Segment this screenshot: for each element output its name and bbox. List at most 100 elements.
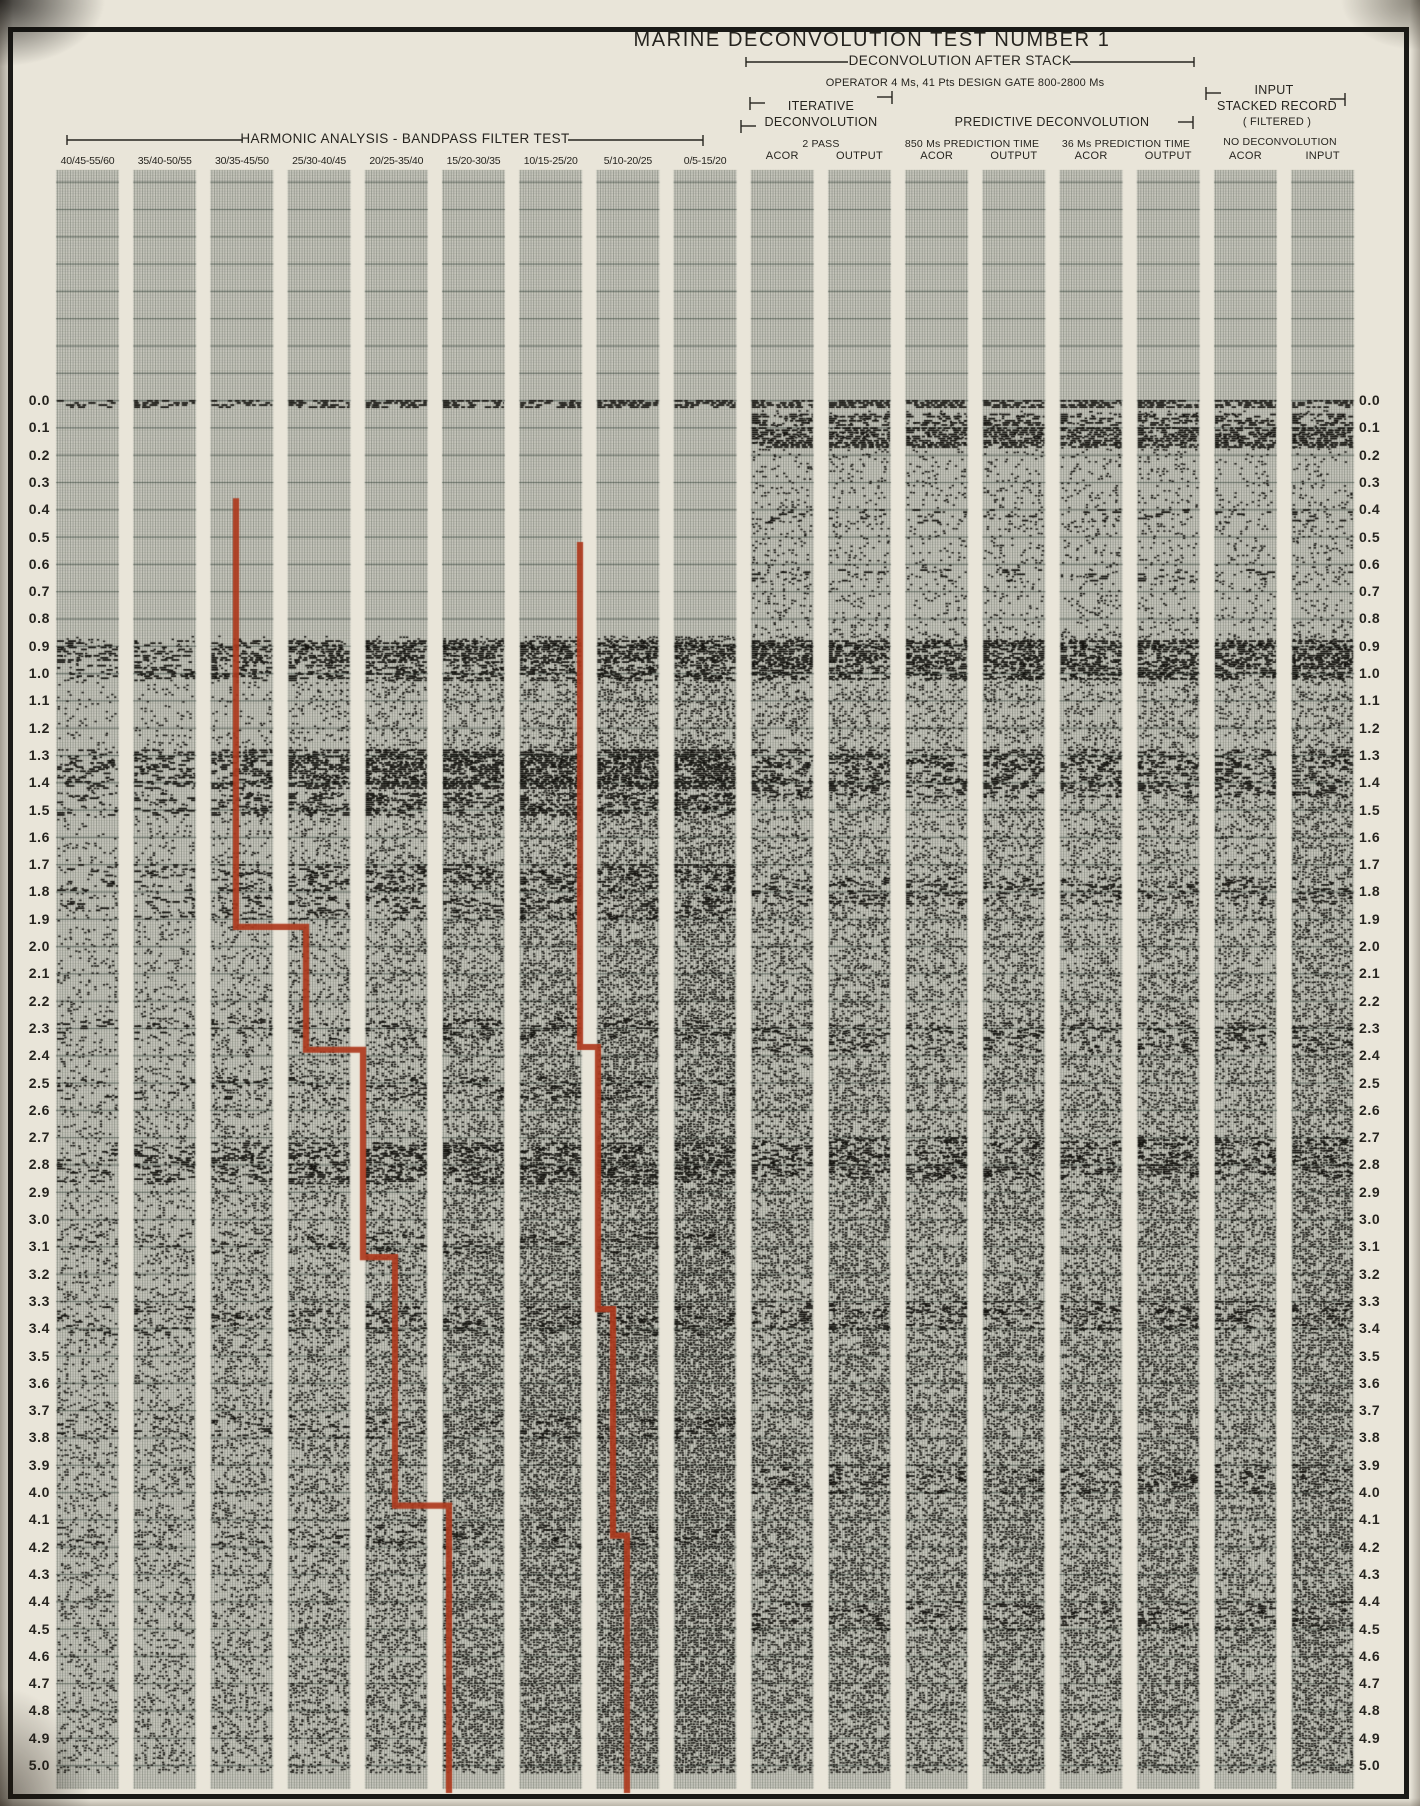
panel-column-label-14-acor: ACOR [1074,150,1108,162]
time-label-right-2.1: 2.1 [1359,965,1381,982]
time-label-left-2.5: 2.5 [28,1074,50,1091]
filter-band-label-0: 40/45-55/60 [60,155,115,167]
time-label-right-4.5: 4.5 [1359,1620,1381,1637]
time-label-left-1.6: 1.6 [28,828,50,845]
panel-column-label-11-output: OUTPUT [835,150,884,162]
filter-band-label-4: 20/25-35/40 [369,155,424,167]
filter-band-label-8: 0/5-15/20 [683,155,727,167]
time-label-left-3.4: 3.4 [28,1320,50,1337]
panel-column-label-15-output: OUTPUT [1144,150,1192,162]
time-label-right-1.2: 1.2 [1359,719,1381,736]
time-label-left-2.2: 2.2 [28,992,50,1009]
time-label-left-3.6: 3.6 [28,1374,50,1391]
time-label-left-3.7: 3.7 [28,1402,50,1419]
time-label-left-4.9: 4.9 [28,1729,50,1746]
time-label-left-2.0: 2.0 [28,938,50,954]
time-label-left-1.7: 1.7 [28,856,50,873]
section-header-deconvolution-after-stack: DECONVOLUTION AFTER STACK [848,53,1072,68]
time-label-left-0.5: 0.5 [28,528,50,545]
time-label-right-1.3: 1.3 [1359,746,1381,763]
section-header-input-line3: ( FILTERED ) [1242,116,1312,128]
section-header-iterative-line1: ITERATIVE [787,99,855,113]
time-label-left-3.1: 3.1 [28,1238,50,1255]
time-label-right-1.9: 1.9 [1359,910,1381,927]
time-label-left-3.2: 3.2 [28,1265,50,1282]
time-label-left-4.8: 4.8 [28,1702,50,1719]
time-label-left-4.6: 4.6 [28,1647,50,1664]
time-label-left-2.3: 2.3 [28,1019,50,1036]
time-label-right-0.9: 0.9 [1359,637,1381,654]
time-label-right-0.6: 0.6 [1359,555,1381,572]
time-label-right-3.1: 3.1 [1359,1238,1381,1255]
filter-band-label-7: 5/10-20/25 [603,155,652,167]
time-label-right-2.4: 2.4 [1359,1047,1381,1064]
time-label-right-0.4: 0.4 [1359,501,1381,518]
time-label-right-2.9: 2.9 [1359,1183,1381,1200]
time-label-right-3.6: 3.6 [1359,1374,1381,1391]
time-label-left-4.5: 4.5 [28,1620,50,1637]
time-label-left-2.7: 2.7 [28,1129,50,1146]
time-label-right-3.5: 3.5 [1359,1347,1381,1364]
filter-band-label-3: 25/30-40/45 [292,155,347,167]
section-header-input-line1: INPUT [1254,83,1294,97]
time-label-right-4.6: 4.6 [1359,1647,1381,1664]
time-label-left-4.1: 4.1 [28,1511,50,1528]
time-label-left-1.4: 1.4 [28,774,50,791]
time-label-left-0.8: 0.8 [28,610,50,627]
time-label-left-1.8: 1.8 [28,883,50,900]
section-header-input-line2: STACKED RECORD [1217,99,1337,113]
time-label-left-3.5: 3.5 [28,1347,50,1364]
time-label-left-4.7: 4.7 [28,1675,50,1692]
time-label-left-0.6: 0.6 [28,555,50,572]
time-label-left-0.1: 0.1 [28,419,50,436]
time-label-right-2.8: 2.8 [1359,1156,1381,1173]
time-label-right-1.4: 1.4 [1359,774,1381,791]
time-label-left-0.9: 0.9 [28,637,50,654]
time-label-right-1.8: 1.8 [1359,883,1381,900]
time-label-left-3.9: 3.9 [28,1456,50,1473]
time-label-right-4.7: 4.7 [1359,1675,1381,1692]
time-label-right-4.1: 4.1 [1359,1511,1381,1528]
filter-band-label-6: 10/15-25/20 [523,155,578,167]
predictive-sub-850ms: 850 Ms PREDICTION TIME [904,138,1040,150]
time-label-left-0.0: 0.0 [28,392,50,408]
time-label-left-1.5: 1.5 [28,801,50,818]
time-label-right-2.6: 2.6 [1359,1101,1381,1118]
panel-column-label-16-acor: ACOR [1229,150,1262,162]
time-label-right-4.9: 4.9 [1359,1729,1381,1746]
time-label-left-0.2: 0.2 [28,446,50,463]
time-label-left-1.0: 1.0 [28,665,50,681]
time-label-right-3.2: 3.2 [1359,1265,1381,1282]
time-label-left-1.9: 1.9 [28,910,50,927]
time-label-left-3.0: 3.0 [28,1211,50,1227]
panel-column-label-17-input: INPUT [1305,150,1340,162]
section-header-harmonic-analysis: HARMONIC ANALYSIS - BANDPASS FILTER TEST [240,131,570,146]
time-label-left-1.3: 1.3 [28,746,50,763]
time-label-right-3.7: 3.7 [1359,1402,1381,1419]
time-label-right-4.3: 4.3 [1359,1565,1381,1582]
time-label-right-0.5: 0.5 [1359,528,1381,545]
time-label-left-4.0: 4.0 [28,1484,50,1500]
time-label-left-3.3: 3.3 [28,1292,50,1309]
time-label-right-4.2: 4.2 [1359,1538,1381,1555]
filter-band-label-1: 35/40-50/55 [137,155,192,167]
predictive-sub-36ms: 36 Ms PREDICTION TIME [1061,138,1191,150]
panel-column-label-10-acor: ACOR [765,150,799,162]
time-label-left-2.4: 2.4 [28,1047,50,1064]
input-sub-no-deconvolution: NO DECONVOLUTION [1223,136,1337,148]
time-label-right-0.7: 0.7 [1359,583,1381,600]
time-label-left-1.2: 1.2 [28,719,50,736]
filter-band-label-2: 30/35-45/50 [214,155,269,167]
time-label-right-3.9: 3.9 [1359,1456,1381,1473]
time-label-right-1.6: 1.6 [1359,828,1381,845]
time-label-left-0.3: 0.3 [28,473,50,490]
time-label-left-2.1: 2.1 [28,965,50,982]
time-label-right-4.4: 4.4 [1359,1593,1381,1610]
time-label-left-2.9: 2.9 [28,1183,50,1200]
time-label-right-2.2: 2.2 [1359,992,1381,1009]
time-label-right-1.5: 1.5 [1359,801,1381,818]
time-label-right-1.0: 1.0 [1359,665,1381,681]
time-label-right-1.7: 1.7 [1359,856,1381,873]
time-label-right-0.1: 0.1 [1359,419,1381,436]
